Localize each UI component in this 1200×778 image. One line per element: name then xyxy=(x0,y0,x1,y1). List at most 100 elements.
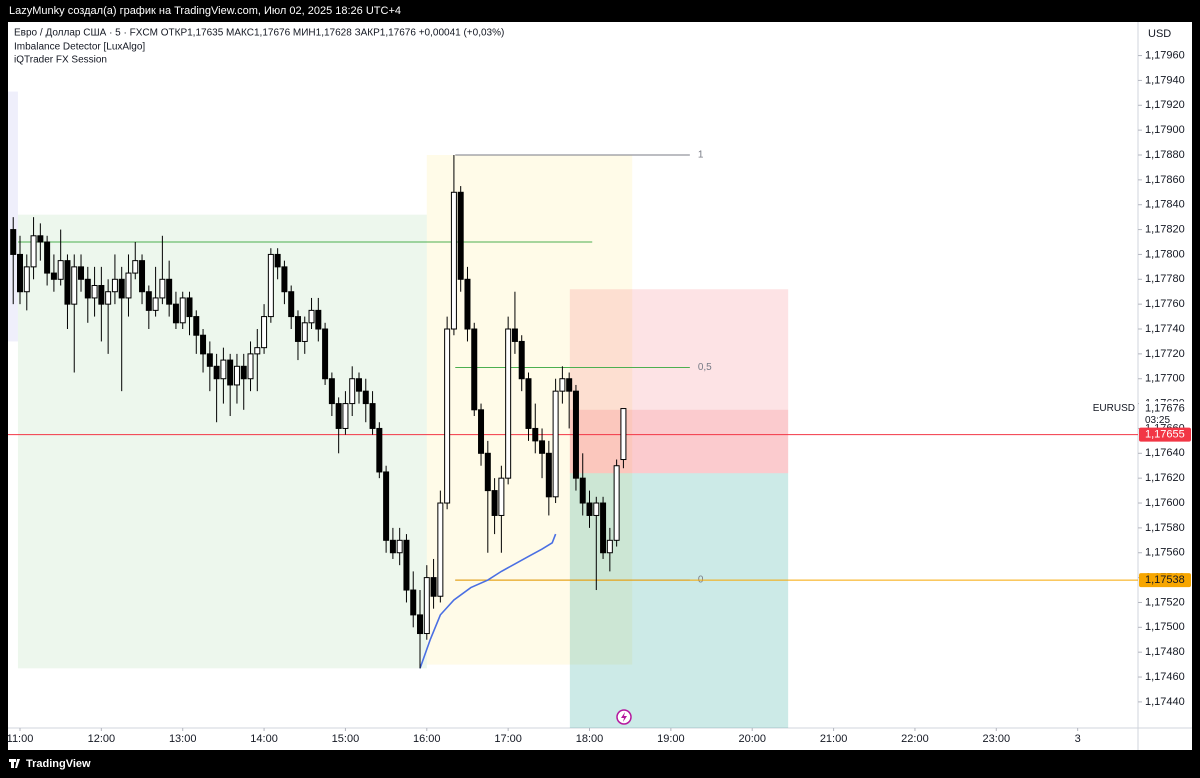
candle-body xyxy=(559,378,566,392)
candle-body xyxy=(274,253,281,268)
y-tick-label: 1,17500 xyxy=(1145,621,1185,633)
candle-body xyxy=(139,260,146,293)
zone-box xyxy=(8,91,18,342)
candle-body xyxy=(200,334,207,355)
event-icon-bolt xyxy=(621,712,627,722)
candle-body xyxy=(423,577,430,635)
candle-body xyxy=(213,365,220,380)
candle-body xyxy=(437,502,444,597)
candle-body xyxy=(566,378,573,392)
y-tick-label: 1,17920 xyxy=(1145,99,1185,111)
candle-body xyxy=(315,309,322,330)
candle-body xyxy=(98,285,105,305)
y-tick-label: 1,17760 xyxy=(1145,298,1185,310)
y-tick-label: 1,17740 xyxy=(1145,323,1185,335)
candle-body xyxy=(254,347,261,355)
candle-body xyxy=(498,477,505,516)
y-tick-label: 1,17860 xyxy=(1145,174,1185,186)
candle-body xyxy=(17,253,24,293)
candle-body xyxy=(308,309,315,324)
candle-body xyxy=(71,266,78,305)
candle-body xyxy=(532,427,539,442)
candle-body xyxy=(362,390,369,405)
x-tick-label: 18:00 xyxy=(576,733,604,745)
zone-box xyxy=(569,289,789,474)
vwap-line xyxy=(419,533,557,669)
candle-body xyxy=(457,191,464,280)
candle-body xyxy=(30,235,37,268)
price-label-symbol: EURUSD xyxy=(1093,403,1135,414)
y-tick-label: 1,17940 xyxy=(1145,74,1185,86)
candle-body xyxy=(376,427,383,473)
candle-body xyxy=(220,359,227,380)
level-label: 0,5 xyxy=(698,362,712,373)
x-tick-label: 19:00 xyxy=(657,733,685,745)
candle-body xyxy=(240,365,247,380)
candle-body xyxy=(44,241,51,274)
candle-body xyxy=(78,266,85,280)
footer-logo: TradingView xyxy=(9,758,91,770)
candle-body xyxy=(505,328,512,479)
candle-body xyxy=(396,539,403,554)
y-tick-label: 1,17840 xyxy=(1145,199,1185,211)
candle-body xyxy=(620,408,627,461)
candle-body xyxy=(417,614,424,635)
candle-body xyxy=(23,266,30,293)
candle-body xyxy=(342,403,349,429)
y-tick-label: 1,17820 xyxy=(1145,223,1185,235)
candle-body xyxy=(267,253,274,318)
x-tick-label: 13:00 xyxy=(169,733,197,745)
y-tick-label: 1,17600 xyxy=(1145,497,1185,509)
y-tick-label: 1,17720 xyxy=(1145,348,1185,360)
candle-body xyxy=(389,539,396,554)
y-tick-label: 1,17800 xyxy=(1145,248,1185,260)
candle-body xyxy=(281,266,288,293)
candle-body xyxy=(10,229,17,255)
x-tick-label: 23:00 xyxy=(983,733,1011,745)
price-label: 1,17655 xyxy=(1145,429,1185,441)
candle-body xyxy=(193,316,200,336)
candle-body xyxy=(145,291,152,311)
price-label-bg xyxy=(1139,427,1191,442)
candle-body xyxy=(227,359,234,386)
y-tick-label: 1,17560 xyxy=(1145,547,1185,559)
candle-body xyxy=(525,378,532,429)
candle-body xyxy=(600,502,607,554)
candle-body xyxy=(511,328,518,342)
candle-body xyxy=(403,539,410,591)
level-label: 1 xyxy=(698,150,704,161)
y-tick-label: 1,17780 xyxy=(1145,273,1185,285)
candle-body xyxy=(586,502,593,516)
candle-body xyxy=(57,260,64,280)
candle-body xyxy=(444,328,451,504)
currency: USD xyxy=(1148,28,1171,40)
candle-body xyxy=(64,260,71,305)
candle-body xyxy=(606,539,613,554)
candle-body xyxy=(613,465,620,541)
candle-body xyxy=(545,452,552,498)
candle-body xyxy=(172,303,179,324)
candle-body xyxy=(349,378,356,405)
zone-box xyxy=(569,473,789,728)
candle-body xyxy=(111,278,118,293)
candle-body xyxy=(572,390,579,479)
candle-body xyxy=(450,191,457,330)
candle-body xyxy=(233,365,240,386)
candle-body xyxy=(430,577,437,597)
y-tick-label: 1,17480 xyxy=(1145,646,1185,658)
candle-body xyxy=(186,297,193,318)
legend: Евро / Доллар США · 5 · FXCM ОТКР1,17635… xyxy=(14,28,504,66)
candle-body xyxy=(539,440,546,454)
candle-body xyxy=(383,471,390,541)
candle-body xyxy=(294,316,301,342)
indicator: iQTrader FX Session xyxy=(14,55,107,66)
candle-body xyxy=(84,278,91,299)
candle-body xyxy=(593,502,600,516)
x-tick-label: 3 xyxy=(1075,733,1081,745)
price-label: 1,17538 xyxy=(1145,574,1185,586)
chart-bg xyxy=(8,22,1192,750)
candle-body xyxy=(159,278,166,299)
x-tick-label: 15:00 xyxy=(332,733,360,745)
candle-body xyxy=(484,452,491,492)
logo-mark xyxy=(9,759,20,768)
